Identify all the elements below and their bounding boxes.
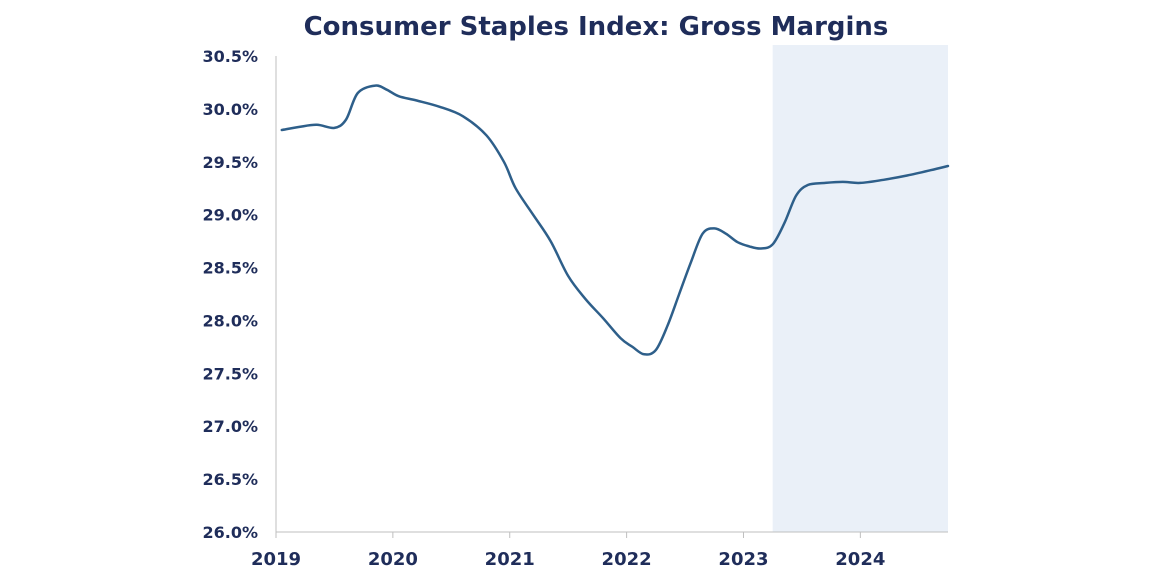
x-tick-label: 2019: [251, 549, 301, 570]
forecast-shaded-region: [772, 45, 948, 532]
y-tick-label: 27.0%: [202, 417, 258, 436]
y-axis-ticks: 26.0% 26.5% 27.0% 27.5% 28.0% 28.5% 29.0% 29.5%…: [202, 47, 258, 542]
y-tick-label: 26.5%: [202, 470, 258, 489]
y-tick-label: 27.5%: [202, 364, 258, 383]
y-tick-label: 30.0%: [202, 100, 258, 119]
y-tick-label: 29.0%: [202, 206, 258, 225]
y-tick-label: 29.5%: [202, 153, 258, 172]
y-tick-label: 28.5%: [202, 259, 258, 278]
y-tick-label: 26.0%: [202, 523, 258, 542]
series-line: [280, 84, 950, 356]
y-tick-label: 28.0%: [202, 311, 258, 330]
x-tick-label: 2020: [368, 549, 418, 570]
chart-title: Consumer Staples Index: Gross Margins: [304, 12, 889, 42]
x-tick-label: 2023: [718, 549, 768, 570]
x-axis-ticks: 2019 2020 2021 2022 2023 2024: [251, 532, 885, 570]
x-tick-label: 2021: [485, 549, 535, 570]
x-tick-label: 2022: [602, 549, 652, 570]
x-tick-label: 2024: [835, 549, 885, 570]
y-tick-label: 30.5%: [202, 47, 258, 66]
